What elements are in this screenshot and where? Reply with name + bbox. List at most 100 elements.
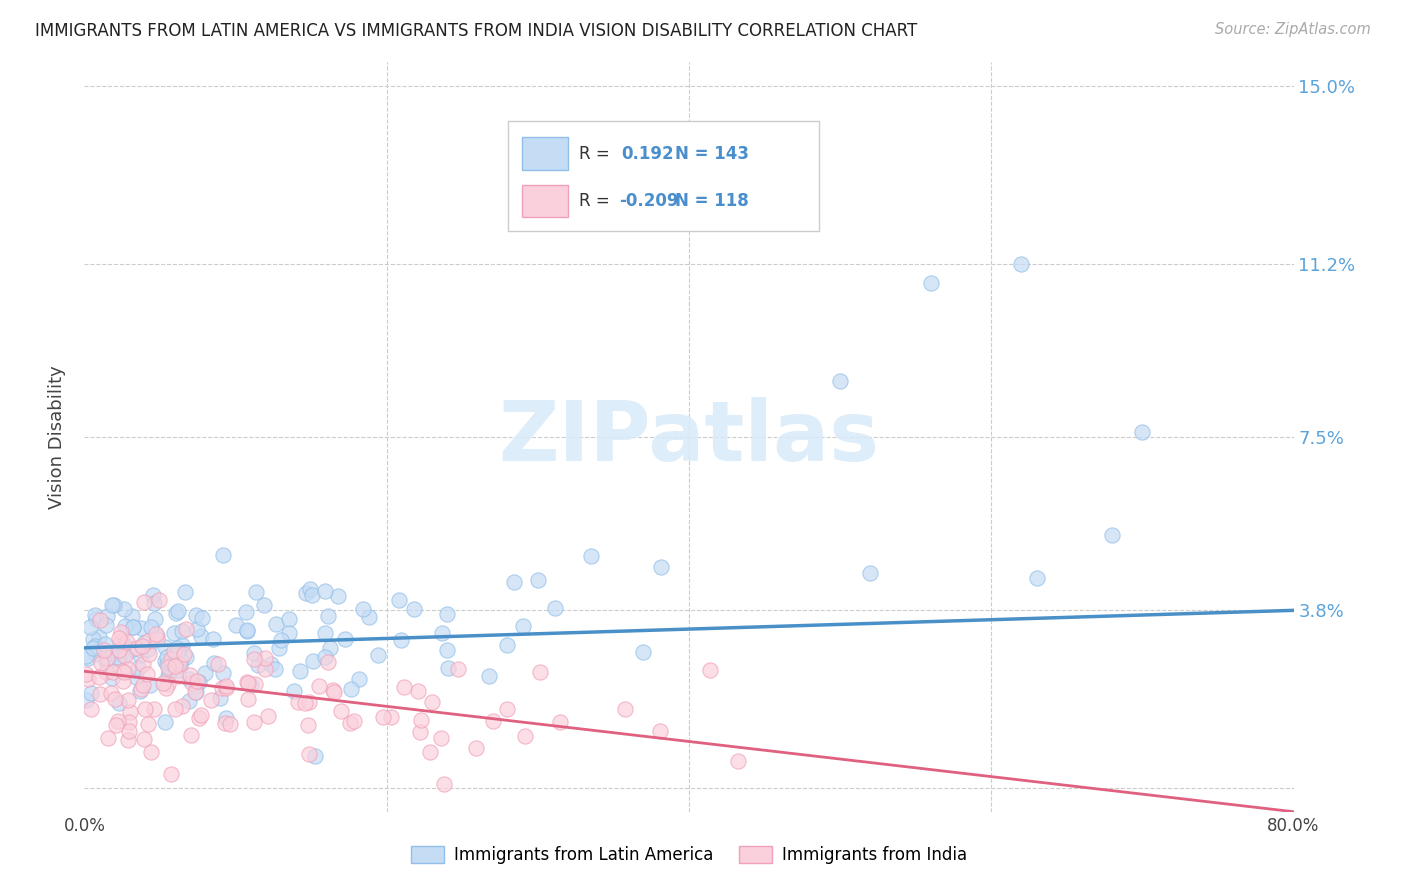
Point xyxy=(122,642,145,657)
Point xyxy=(148,592,170,607)
Point xyxy=(134,701,156,715)
Point xyxy=(97,656,120,670)
Point xyxy=(75,649,97,664)
Point xyxy=(170,653,193,667)
Point xyxy=(859,566,882,580)
Point xyxy=(112,637,135,651)
Point xyxy=(131,621,153,635)
Point xyxy=(245,585,267,599)
Point xyxy=(100,686,122,700)
Point xyxy=(352,602,374,616)
Point xyxy=(236,675,259,690)
Point xyxy=(179,673,201,687)
Point xyxy=(122,620,145,634)
Point xyxy=(191,611,214,625)
Point xyxy=(84,640,107,654)
Point xyxy=(145,626,167,640)
Point xyxy=(243,646,266,660)
Point xyxy=(117,733,139,747)
Point xyxy=(277,612,299,626)
Point xyxy=(212,548,235,562)
Point xyxy=(464,740,486,755)
Point xyxy=(513,729,536,743)
Point xyxy=(110,624,132,639)
Point xyxy=(260,657,283,671)
Point xyxy=(153,654,176,668)
Point xyxy=(94,655,117,669)
Point xyxy=(436,661,458,675)
Point xyxy=(139,620,162,634)
Point xyxy=(157,669,180,683)
Point xyxy=(373,710,395,724)
Point xyxy=(100,646,122,660)
Point xyxy=(200,693,222,707)
Point xyxy=(319,640,342,655)
Point xyxy=(160,767,183,781)
Point xyxy=(322,682,344,697)
Point xyxy=(155,715,177,730)
Point xyxy=(433,776,456,791)
Point xyxy=(211,681,233,696)
Point xyxy=(308,679,330,693)
Point xyxy=(267,640,290,655)
Point xyxy=(404,601,426,615)
Point xyxy=(447,662,470,676)
Point xyxy=(238,676,260,690)
Point xyxy=(114,649,136,664)
Point xyxy=(121,620,143,634)
Point xyxy=(1025,571,1047,585)
Point xyxy=(186,679,208,693)
Point xyxy=(207,657,229,671)
Point xyxy=(543,601,565,615)
Point xyxy=(107,650,129,665)
Point xyxy=(235,605,257,619)
Point xyxy=(156,649,179,664)
Point xyxy=(316,609,339,624)
Point xyxy=(142,702,165,716)
Point xyxy=(180,728,202,742)
Point xyxy=(167,603,190,617)
Point xyxy=(101,671,124,685)
Text: N = 118: N = 118 xyxy=(675,192,749,210)
Point xyxy=(117,661,139,675)
Point xyxy=(179,668,201,682)
Point xyxy=(349,672,371,686)
Point xyxy=(139,678,162,692)
Point xyxy=(209,691,232,706)
Point xyxy=(112,673,135,688)
Point xyxy=(118,723,141,738)
Point xyxy=(297,718,319,732)
Point xyxy=(631,645,654,659)
Point xyxy=(236,623,259,637)
Point xyxy=(253,662,276,676)
Point xyxy=(104,718,127,732)
Point xyxy=(529,665,551,679)
Point xyxy=(496,702,519,716)
Point xyxy=(304,749,326,764)
Point xyxy=(503,574,526,589)
Point xyxy=(157,677,180,691)
Point xyxy=(90,657,112,671)
Point xyxy=(172,698,194,713)
Point xyxy=(108,697,131,711)
Point xyxy=(301,588,323,602)
Point xyxy=(920,276,942,290)
Point xyxy=(84,648,107,662)
Point xyxy=(172,638,194,652)
Point xyxy=(190,629,212,643)
Point xyxy=(143,612,166,626)
Point xyxy=(129,683,152,698)
Point xyxy=(163,644,186,658)
Point xyxy=(125,640,148,655)
Point xyxy=(108,643,131,657)
Point xyxy=(110,646,132,660)
Point xyxy=(257,709,280,723)
Point xyxy=(215,681,238,695)
Point xyxy=(156,659,179,673)
Point xyxy=(170,624,193,639)
Point xyxy=(83,607,105,622)
Point xyxy=(380,710,402,724)
Point xyxy=(162,657,184,671)
Point xyxy=(419,745,441,759)
Point xyxy=(118,705,141,719)
